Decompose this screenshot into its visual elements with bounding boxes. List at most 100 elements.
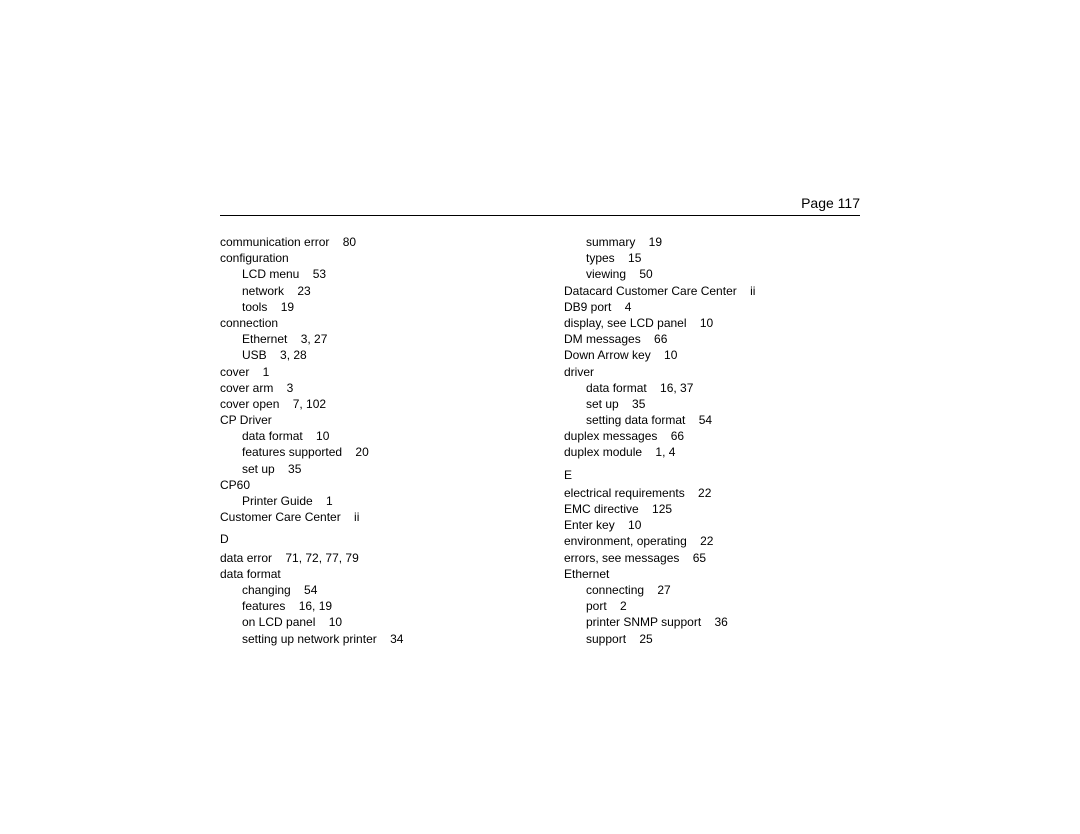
index-column-left: communication error 80configurationLCD m… — [220, 234, 516, 647]
index-entry: LCD menu 53 — [220, 266, 516, 282]
index-entry: D — [220, 531, 516, 547]
index-entry: DB9 port 4 — [564, 299, 860, 315]
index-entry: DM messages 66 — [564, 331, 860, 347]
index-entry: Ethernet 3, 27 — [220, 331, 516, 347]
index-term: Down Arrow key — [564, 348, 651, 362]
index-term: types — [586, 251, 615, 265]
index-entry: viewing 50 — [564, 266, 860, 282]
index-term: Customer Care Center — [220, 510, 341, 524]
index-term: support — [586, 632, 626, 646]
index-term: network — [242, 284, 284, 298]
index-term: data format — [220, 567, 281, 581]
index-term: tools — [242, 300, 267, 314]
index-page-ref: 16, 19 — [285, 599, 332, 613]
index-page-ref: 19 — [267, 300, 294, 314]
index-term: cover — [220, 365, 249, 379]
index-term: set up — [242, 462, 275, 476]
index-column-right: summary 19types 15viewing 50Datacard Cus… — [564, 234, 860, 647]
index-entry: Ethernet — [564, 566, 860, 582]
index-page-ref: ii — [737, 284, 756, 298]
index-term: USB — [242, 348, 267, 362]
index-entry: Enter key 10 — [564, 517, 860, 533]
index-term: driver — [564, 365, 594, 379]
index-entry: Datacard Customer Care Center ii — [564, 283, 860, 299]
index-page-ref: 22 — [687, 534, 714, 548]
index-entry: cover arm 3 — [220, 380, 516, 396]
index-entry: cover 1 — [220, 364, 516, 380]
index-page-ref: 10 — [615, 518, 642, 532]
index-page-ref: 35 — [619, 397, 646, 411]
index-entry: CP60 — [220, 477, 516, 493]
index-page-ref: 10 — [687, 316, 714, 330]
index-page-ref: 2 — [607, 599, 627, 613]
index-term: changing — [242, 583, 291, 597]
index-term: CP Driver — [220, 413, 272, 427]
index-page-ref: 23 — [284, 284, 311, 298]
index-entry: set up 35 — [220, 461, 516, 477]
index-term: Ethernet — [242, 332, 287, 346]
index-page-ref: 35 — [275, 462, 302, 476]
index-page-ref: 54 — [685, 413, 712, 427]
index-entry: tools 19 — [220, 299, 516, 315]
index-term: features supported — [242, 445, 342, 459]
index-term: E — [564, 468, 572, 482]
index-entry: configuration — [220, 250, 516, 266]
index-term: setting up network printer — [242, 632, 377, 646]
index-entry: duplex messages 66 — [564, 428, 860, 444]
index-entry: features 16, 19 — [220, 598, 516, 614]
index-term: configuration — [220, 251, 289, 265]
index-term: Printer Guide — [242, 494, 313, 508]
index-term: data format — [586, 381, 647, 395]
index-page-ref: 3, 27 — [287, 332, 327, 346]
index-term: set up — [586, 397, 619, 411]
index-entry: communication error 80 — [220, 234, 516, 250]
index-page-ref: 71, 72, 77, 79 — [272, 551, 359, 565]
index-page-ref: 10 — [315, 615, 342, 629]
index-entry: driver — [564, 364, 860, 380]
index-page-ref: 16, 37 — [647, 381, 694, 395]
index-entry: errors, see messages 65 — [564, 550, 860, 566]
index-page-ref: 10 — [651, 348, 678, 362]
index-term: EMC directive — [564, 502, 639, 516]
index-term: summary — [586, 235, 635, 249]
index-page-ref: 22 — [685, 486, 712, 500]
index-page-ref: 25 — [626, 632, 653, 646]
index-page-ref: 1 — [313, 494, 333, 508]
index-entry: connection — [220, 315, 516, 331]
index-entry: Down Arrow key 10 — [564, 347, 860, 363]
index-term: LCD menu — [242, 267, 299, 281]
index-entry: connecting 27 — [564, 582, 860, 598]
index-page-ref: 36 — [701, 615, 728, 629]
index-term: connection — [220, 316, 278, 330]
index-page-ref: 34 — [377, 632, 404, 646]
index-term: duplex module — [564, 445, 642, 459]
index-page-ref: 80 — [329, 235, 356, 249]
index-entry: setting data format 54 — [564, 412, 860, 428]
index-term: features — [242, 599, 285, 613]
index-term: duplex messages — [564, 429, 657, 443]
page-header: Page 117 — [220, 195, 860, 216]
index-page-ref: 10 — [303, 429, 330, 443]
index-entry: data format 10 — [220, 428, 516, 444]
index-term: viewing — [586, 267, 626, 281]
index-page-ref: ii — [341, 510, 360, 524]
index-entry: support 25 — [564, 631, 860, 647]
index-entry: changing 54 — [220, 582, 516, 598]
index-page-ref: 3, 28 — [267, 348, 307, 362]
index-entry: E — [564, 467, 860, 483]
page-number: Page 117 — [801, 195, 860, 211]
index-term: environment, operating — [564, 534, 687, 548]
index-entry: data format — [220, 566, 516, 582]
index-entry: printer SNMP support 36 — [564, 614, 860, 630]
index-page: Page 117 communication error 80configura… — [220, 0, 860, 647]
index-entry: CP Driver — [220, 412, 516, 428]
index-page-ref: 1 — [249, 365, 269, 379]
index-page-ref: 7, 102 — [279, 397, 326, 411]
index-term: DB9 port — [564, 300, 611, 314]
index-entry: data format 16, 37 — [564, 380, 860, 396]
index-page-ref: 19 — [635, 235, 662, 249]
index-term: communication error — [220, 235, 329, 249]
index-page-ref: 125 — [639, 502, 672, 516]
index-entry: network 23 — [220, 283, 516, 299]
index-term: setting data format — [586, 413, 685, 427]
